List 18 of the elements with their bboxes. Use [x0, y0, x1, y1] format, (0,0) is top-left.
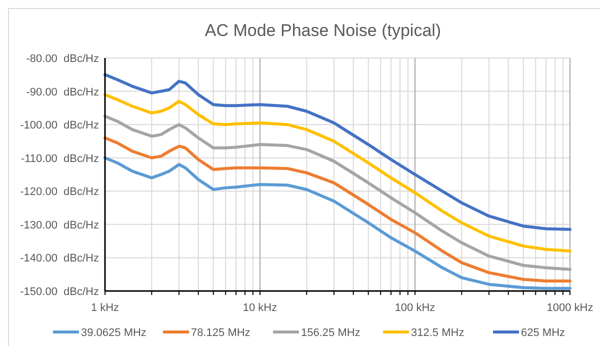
y-tick-label: -90.00 dBc/Hz	[26, 86, 99, 98]
y-tick-label: -100.00 dBc/Hz	[20, 120, 99, 132]
y-tick-label: -140.00 dBc/Hz	[20, 252, 99, 265]
legend-label: 39.0625 MHz	[81, 327, 146, 339]
legend-label: 625 MHz	[521, 327, 566, 339]
legend-label: 78.125 MHz	[191, 327, 250, 339]
y-tick-label: -110.00 dBc/Hz	[20, 152, 99, 165]
y-tick-label: -120.00 dBc/Hz	[20, 186, 99, 198]
y-tick-label: -150.00 dBc/Hz	[20, 286, 99, 298]
legend-label: 312.5 MHz	[411, 327, 464, 339]
y-tick-label: -80.00 dBc/Hz	[26, 53, 99, 65]
y-tick-label: -130.00 dBc/Hz	[20, 219, 99, 232]
x-tick-label: 1 kHz	[90, 302, 120, 314]
x-tick-label: 1000 kHz	[546, 302, 594, 314]
x-tick-label: 100 kHz	[394, 302, 436, 314]
chart-title: AC Mode Phase Noise (typical)	[204, 21, 442, 40]
x-tick-label: 10 kHz	[242, 302, 278, 314]
legend-label: 156.25 MHz	[301, 327, 360, 339]
